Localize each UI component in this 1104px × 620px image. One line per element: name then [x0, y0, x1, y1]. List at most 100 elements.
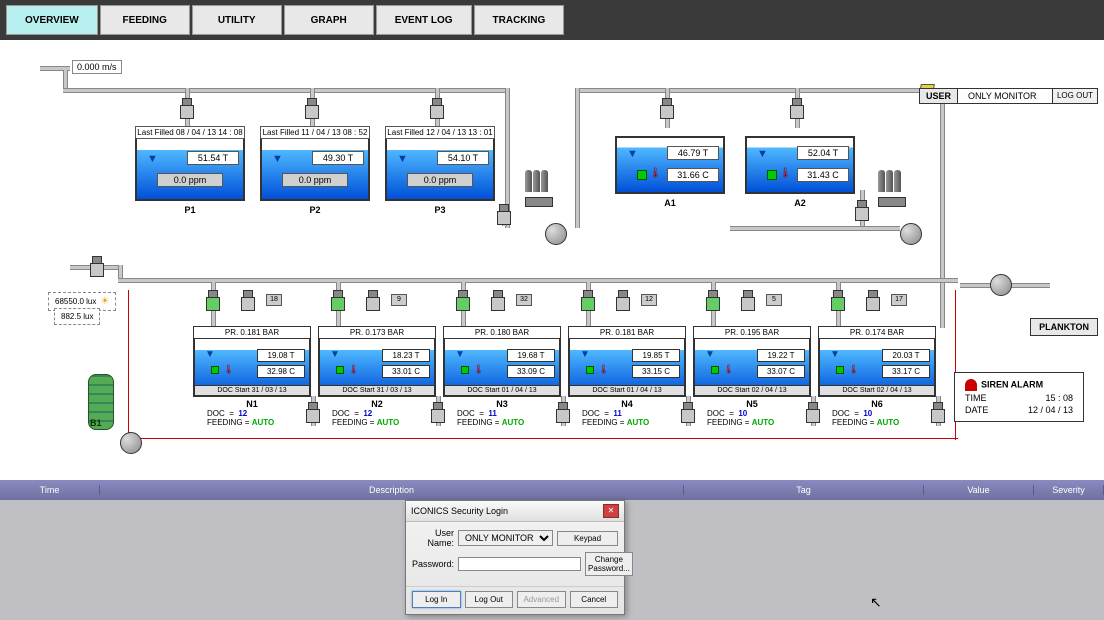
tank-n1[interactable]: PR. 0.181 BAR ▼ 19.08 T 🌡 32.98 C DOC St… [193, 326, 311, 427]
status-icon [767, 170, 777, 180]
tank-n4[interactable]: PR. 0.181 BAR ▼ 19.85 T 🌡 33.15 C DOC St… [568, 326, 686, 427]
doc-value: DOC = 12 [318, 409, 436, 418]
ppm-reading: 0.0 ppm [407, 173, 473, 187]
weight-reading: 51.54 T [187, 151, 239, 165]
green-valve-icon [706, 290, 718, 310]
tank-n3[interactable]: PR. 0.180 BAR ▼ 19.68 T 🌡 33.09 C DOC St… [443, 326, 561, 427]
doc-value: DOC = 12 [193, 409, 311, 418]
tank-p1[interactable]: Last Filled 08 / 04 / 13 14 : 08 ▼ 51.54… [135, 126, 245, 215]
tank-label: N5 [693, 399, 811, 409]
doc-value: DOC = 11 [443, 409, 561, 418]
weight-reading: 54.10 T [437, 151, 489, 165]
tank-a1[interactable]: ▼ 46.79 T 🌡 31.66 C A1 [615, 136, 725, 208]
status-icon [586, 366, 594, 374]
temp-reading: 33.07 C [757, 365, 805, 378]
alarm-header: Time Description Tag Value Severity [0, 480, 1104, 500]
valve-icon [241, 290, 253, 310]
password-label: Password: [412, 559, 454, 569]
siren-alarm-box: SIREN ALARM TIME15 : 08 DATE12 / 04 / 13 [954, 372, 1084, 422]
login-button[interactable]: Log In [412, 591, 461, 608]
username-select[interactable]: ONLY MONITOR [458, 530, 553, 546]
col-time[interactable]: Time [0, 485, 100, 495]
tank-p3[interactable]: Last Filled 12 / 04 / 13 13 : 01 ▼ 54.10… [385, 126, 495, 215]
valve-icon [616, 290, 628, 310]
valve-icon [741, 290, 753, 310]
tank-label: P2 [260, 205, 370, 215]
password-input[interactable] [458, 557, 581, 571]
login-dialog: ICONICS Security Login ✕ User Name: ONLY… [405, 500, 625, 615]
doc-value: DOC = 10 [693, 409, 811, 418]
advanced-button[interactable]: Advanced [517, 591, 566, 608]
user-label: USER [920, 89, 958, 103]
tank-label: A2 [745, 198, 855, 208]
tank-n6[interactable]: PR. 0.174 BAR ▼ 20.03 T 🌡 33.17 C DOC St… [818, 326, 936, 427]
tank-p2[interactable]: Last Filled 11 / 04 / 13 08 : 52 ▼ 49.30… [260, 126, 370, 215]
level-icon: ▼ [397, 153, 408, 165]
green-valve-icon [581, 290, 593, 310]
logout-button[interactable]: LOG OUT [1052, 89, 1097, 103]
level-icon: ▼ [757, 148, 768, 160]
pressure-reading: PR. 0.181 BAR [568, 326, 686, 339]
status-icon [461, 366, 469, 374]
weight-reading: 19.85 T [632, 349, 680, 362]
last-filled: Last Filled 08 / 04 / 13 14 : 08 [135, 126, 245, 139]
pressure-reading: PR. 0.173 BAR [318, 326, 436, 339]
level-icon: ▼ [705, 349, 715, 360]
temp-reading: 32.98 C [257, 365, 305, 378]
tab-feeding[interactable]: FEEDING [100, 5, 190, 35]
tank-n5[interactable]: PR. 0.195 BAR ▼ 19.22 T 🌡 33.07 C DOC St… [693, 326, 811, 427]
weight-reading: 52.04 T [797, 146, 849, 160]
tab-graph[interactable]: GRAPH [284, 5, 374, 35]
change-password-button[interactable]: Change Password... [585, 552, 633, 576]
logout-button-dialog[interactable]: Log Out [465, 591, 514, 608]
col-severity[interactable]: Severity [1034, 485, 1104, 495]
tank-n2[interactable]: PR. 0.173 BAR ▼ 18.23 T 🌡 33.01 C DOC St… [318, 326, 436, 427]
flag-counter: 17 [891, 294, 907, 306]
close-icon[interactable]: ✕ [603, 504, 619, 518]
last-filled: Last Filled 12 / 04 / 13 13 : 01 [385, 126, 495, 139]
green-valve-icon [206, 290, 218, 310]
feeding-mode: FEEDING = AUTO [318, 418, 436, 427]
level-icon: ▼ [205, 349, 215, 360]
tab-event-log[interactable]: EVENT LOG [376, 5, 472, 35]
col-description[interactable]: Description [100, 485, 684, 495]
pressure-reading: PR. 0.181 BAR [193, 326, 311, 339]
ppm-reading: 0.0 ppm [157, 173, 223, 187]
feeding-mode: FEEDING = AUTO [193, 418, 311, 427]
pump-icon [545, 223, 567, 245]
ppm-reading: 0.0 ppm [282, 173, 348, 187]
doc-start: DOC Start 02 / 04 / 13 [820, 385, 934, 395]
thermometer-icon: 🌡 [723, 364, 734, 375]
cursor-icon: ↖ [870, 594, 882, 611]
thermometer-icon: 🌡 [348, 364, 359, 375]
siren-icon [965, 379, 977, 391]
doc-start: DOC Start 31 / 03 / 13 [320, 385, 434, 395]
flag-counter: 9 [391, 294, 407, 306]
doc-start: DOC Start 01 / 04 / 13 [570, 385, 684, 395]
flag-counter: 32 [516, 294, 532, 306]
plankton-button[interactable]: PLANKTON [1030, 318, 1098, 336]
tank-label: P3 [385, 205, 495, 215]
tab-tracking[interactable]: TRACKING [474, 5, 565, 35]
thermometer-icon: 🌡 [848, 364, 859, 375]
col-value[interactable]: Value [924, 485, 1034, 495]
status-icon [836, 366, 844, 374]
level-icon: ▼ [330, 349, 340, 360]
level-icon: ▼ [455, 349, 465, 360]
temp-reading: 33.09 C [507, 365, 555, 378]
weight-reading: 46.79 T [667, 146, 719, 160]
tab-overview[interactable]: OVERVIEW [6, 5, 98, 35]
feeding-mode: FEEDING = AUTO [693, 418, 811, 427]
login-title: ICONICS Security Login [411, 506, 508, 516]
weight-reading: 19.22 T [757, 349, 805, 362]
cancel-button[interactable]: Cancel [570, 591, 619, 608]
status-icon [711, 366, 719, 374]
aerator-label: B1 [90, 418, 102, 428]
tab-utility[interactable]: UTILITY [192, 5, 282, 35]
scada-canvas: 0.000 m/s 18 9 32 [0, 40, 1104, 480]
tank-a2[interactable]: ▼ 52.04 T 🌡 31.43 C A2 [745, 136, 855, 208]
keypad-button[interactable]: Keypad [557, 531, 618, 546]
status-icon [336, 366, 344, 374]
col-tag[interactable]: Tag [684, 485, 924, 495]
thermometer-icon: 🌡 [598, 364, 609, 375]
